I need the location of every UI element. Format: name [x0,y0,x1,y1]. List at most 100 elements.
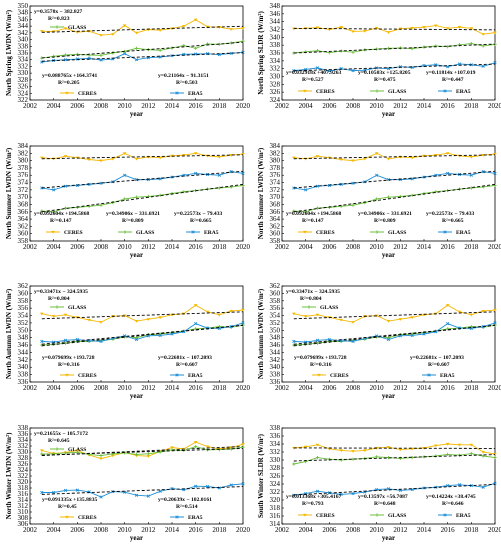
trend-equation: y=0.33471x − 324.5935 [34,289,88,295]
y-tick-label: 332 [270,448,281,456]
panel-4-era5-point [158,333,162,338]
era5-line [293,171,496,191]
x-axis-label: year [130,392,143,400]
y-tick-label: 374 [270,179,281,187]
panel-0-era5-point [241,50,245,54]
panel-3-glass-point [375,197,379,201]
x-tick-label: 2006 [322,526,337,534]
y-tick-label: 336 [18,49,29,57]
panel-3-era5-point [351,181,355,185]
plot-frame [281,285,496,383]
legend-label: CERES [330,373,349,379]
y-tick-label: 340 [270,33,281,41]
panel-7-glass-point [434,454,438,458]
y-tick-label: 318 [18,484,29,492]
panel-2-legend-glass: GLASS [118,230,154,236]
glass-line [41,185,244,213]
panel-4-ceres-point [99,321,103,324]
panel-6-era5-point [75,488,79,492]
panel-2-era5-point [40,186,44,190]
panel-5-era5-point [410,333,414,338]
panel-2-ceres-point [40,156,44,160]
panel-4-ceres-point [241,308,245,312]
panel-1-ceres-point [386,31,391,34]
panel-7-ceres-point [339,449,343,453]
r-squared: R²=0.316 [58,362,80,368]
panel-7-glass-point [339,458,343,462]
panel-3-ceres-point [410,156,414,160]
y-tick-label: 348 [18,334,29,342]
panel-1-ceres-point [469,27,474,31]
era5-trend-line [293,483,496,496]
panel-6-era5-point [146,494,150,498]
x-tick-label: 2016 [189,526,204,534]
y-tick-label: 380 [270,157,281,165]
panel-0: 3223243263283303323343363383403423443463… [5,2,251,118]
y-tick-label: 346 [18,15,29,23]
x-tick-label: 2014 [165,526,180,534]
trend-equation: y=0.34906x − 331.6921 [358,211,412,217]
panel-3-ceres-point [386,157,391,161]
x-axis-label: year [130,251,143,259]
panel-7-ceres-point [386,446,391,449]
x-tick-label: 2020 [488,384,501,392]
y-tick-label: 342 [18,29,29,37]
y-tick-label: 350 [18,326,29,334]
panel-5-ceres-point [469,313,474,317]
y-tick-label: 344 [18,22,29,30]
x-tick-label: 2008 [346,102,361,110]
panel-5-era5-point [386,337,391,342]
x-tick-label: 2014 [417,384,432,392]
glass-trend-line [41,447,244,456]
panel-7-era5-point [457,483,462,487]
y-tick-label: 320 [270,496,281,504]
panel-7-era5-point [443,513,447,517]
y-tick-label: 352 [270,319,281,327]
panel-0-glass-point [55,25,59,29]
x-tick-label: 2010 [370,243,385,251]
y-tick-label: 324 [270,96,281,104]
x-tick-label: 2010 [370,526,385,534]
y-tick-label: 314 [270,520,281,528]
y-tick-label: 328 [270,80,281,88]
panel-2-glass-point [40,209,44,213]
panel-4-era5-point [99,339,103,344]
panel-2-era5-point [123,173,127,177]
x-tick-label: 2020 [236,526,251,534]
panel-2-era5-point [134,177,139,182]
panel-3-era5-point [443,230,447,234]
y-tick-label: 350 [18,2,29,10]
x-tick-label: 2010 [118,243,133,251]
y-tick-label: 340 [270,363,281,371]
x-tick-label: 2008 [94,384,109,392]
trend-equation: y=0.079699x +193.728 [294,355,347,361]
panel-3-era5-point [315,184,320,188]
y-tick-label: 308 [18,514,29,522]
panel-7-ceres-point [469,443,474,447]
y-tick-label: 384 [270,142,281,150]
legend-label: ERA5 [456,230,471,236]
panel-2-glass-point [134,195,139,199]
panel-0-ceres-point [65,91,69,95]
panel-6-legend-glass: GLASS [50,447,86,453]
x-axis-label: year [382,110,395,118]
panel-5-ceres-point [457,310,462,314]
y-tick-label: 324 [18,466,29,474]
y-tick-label: 332 [18,62,29,70]
panel-3-ceres-point [374,152,379,156]
y-tick-label: 324 [270,480,281,488]
legend-label: GLASS [320,305,338,311]
panel-0-ceres-point [182,25,186,28]
panel-7-glass-point [375,455,379,459]
legend-label: GLASS [388,513,406,519]
panel-5-ceres-point [351,321,355,324]
panel-4-ceres-point [63,313,68,317]
x-tick-label: 2020 [236,243,251,251]
panel-4-ceres-point [134,319,139,323]
x-tick-label: 2018 [464,526,479,534]
y-tick-label: 334 [270,440,281,448]
panel-0-series-glass [40,39,245,60]
r-squared: R²=0.804 [300,296,322,302]
